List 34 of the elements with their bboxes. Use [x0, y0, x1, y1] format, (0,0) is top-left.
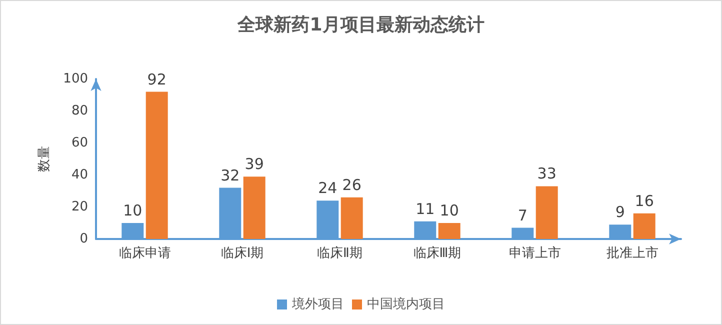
x-tick-label: 临床Ⅰ期: [220, 246, 264, 261]
x-tick-label: 批准上市: [606, 246, 658, 261]
data-label: 32: [220, 166, 240, 184]
y-tick-label: 100: [63, 72, 88, 86]
data-label: 10: [440, 202, 459, 220]
y-tick-label: 80: [71, 104, 88, 118]
bar: [536, 186, 558, 239]
data-label: 10: [123, 202, 142, 220]
data-label: 16: [634, 192, 654, 210]
y-tick-label: 40: [71, 168, 88, 182]
legend-label: 境外项目: [291, 296, 344, 312]
x-tick-label: 临床Ⅱ期: [317, 246, 362, 261]
x-tick-label: 临床Ⅲ期: [413, 246, 462, 261]
bar: [340, 197, 363, 239]
bar: [438, 223, 460, 239]
data-label: 39: [244, 155, 264, 174]
bar: [633, 213, 656, 239]
data-label: 26: [342, 176, 362, 194]
y-tick-label: 20: [71, 200, 88, 214]
data-label: 11: [416, 200, 435, 218]
data-label: 7: [518, 206, 528, 224]
legend-label: 中国境内项目: [367, 296, 445, 312]
data-label: 33: [537, 164, 556, 183]
x-tick-label: 临床申请: [118, 246, 171, 261]
data-label: 9: [615, 203, 625, 222]
data-label: 24: [318, 179, 338, 198]
data-label: 92: [147, 70, 166, 88]
bar: [146, 92, 168, 239]
chart-title: 全球新药1月项目最新动态统计: [236, 14, 484, 36]
x-tick-label: 申请上市: [508, 246, 561, 261]
y-tick-label: 60: [71, 136, 88, 150]
y-tick-label: 0: [80, 232, 88, 246]
y-axis-title: 数量: [37, 146, 52, 172]
bar: [243, 176, 266, 239]
